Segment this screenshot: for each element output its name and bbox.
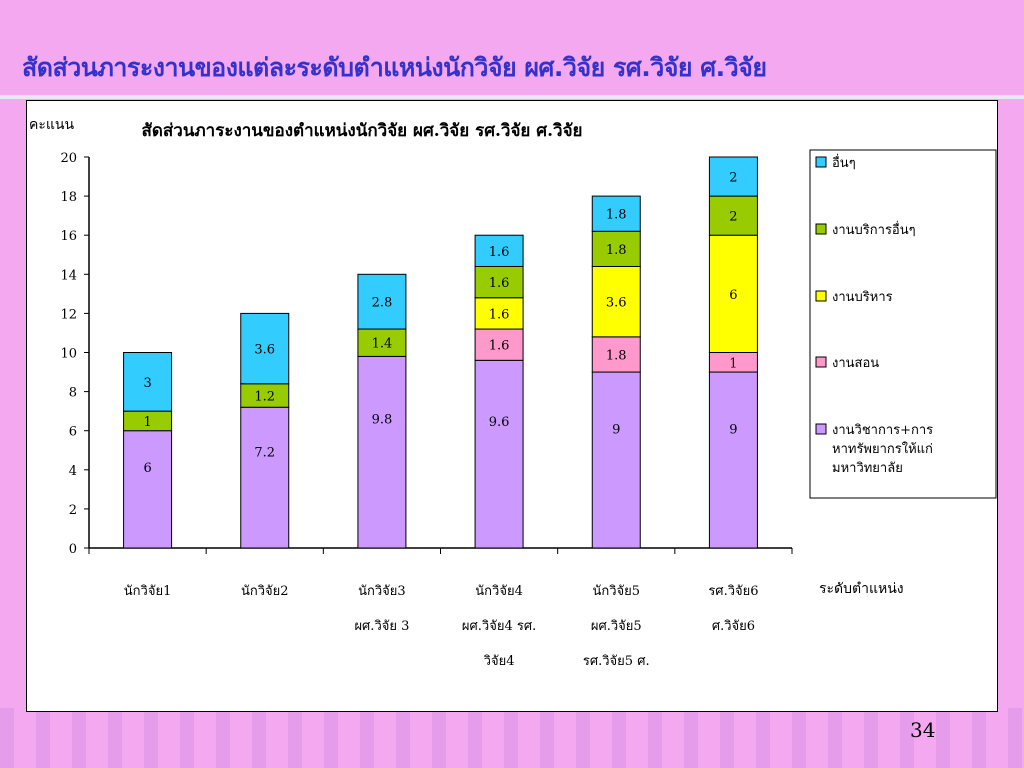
legend-label: งานบริหาร <box>832 290 893 305</box>
bar-segment <box>708 234 758 353</box>
legend-label: หาทรัพยากรให้แก่ <box>832 441 933 457</box>
bar-segment <box>123 430 173 549</box>
x-category-label: นักวิจัย1 <box>124 584 172 599</box>
x-category-label: รศ.วิจัย6 <box>708 584 758 599</box>
bar-value-label: 1.6 <box>489 245 510 260</box>
bar-value-label: 3 <box>143 376 151 391</box>
title-divider <box>0 95 1024 99</box>
y-tick-label: 4 <box>69 464 77 479</box>
x-category-label: นักวิจัย4 <box>475 584 523 599</box>
y-tick-label: 6 <box>69 425 77 440</box>
bar-segment <box>591 195 641 232</box>
bar-segment <box>708 371 758 549</box>
bar-value-label: 7.2 <box>254 446 275 461</box>
x-category-label: นักวิจัย3 <box>358 584 406 599</box>
legend-label: อื่นๆ <box>832 154 856 171</box>
bar-value-label: 6 <box>143 461 151 476</box>
y-tick-label: 14 <box>60 268 77 283</box>
bar-value-label: 9.8 <box>372 412 393 427</box>
bar-value-label: 9.6 <box>489 415 510 430</box>
x-category-label: ผศ.วิจัย 3 <box>354 619 409 634</box>
bar-segment <box>123 352 173 412</box>
legend-swatch <box>815 156 827 168</box>
y-tick-label: 8 <box>69 386 77 401</box>
bar-segment <box>708 195 758 236</box>
bar-value-label: 2.8 <box>372 296 393 311</box>
bar-segment <box>357 273 407 330</box>
y-tick-label: 20 <box>60 151 77 166</box>
bar-value-label: 3.6 <box>606 296 627 311</box>
legend-swatch <box>815 423 827 435</box>
legend-swatch <box>815 223 827 235</box>
bar-segment <box>240 312 290 385</box>
bar-segment <box>474 265 524 299</box>
bar-segment <box>240 406 290 549</box>
bar-segment <box>357 355 407 549</box>
bar-value-label: 1.6 <box>489 307 510 322</box>
x-category-label: นักวิจัย2 <box>241 584 289 599</box>
legend-label: มหาวิทยาลัย <box>832 461 903 476</box>
stacked-bar-chart: สัดส่วนภาระงานของตำแหน่งนักวิจัย ผศ.วิจั… <box>29 117 997 669</box>
bar-value-label: 1.8 <box>606 208 627 223</box>
x-category-label: ผศ.วิจัย4 รศ. <box>462 619 536 634</box>
legend-swatch <box>815 356 827 368</box>
bar-value-label: 9 <box>729 423 737 438</box>
y-tick-label: 10 <box>60 347 77 362</box>
bar-value-label: 6 <box>729 288 737 303</box>
bar-value-label: 1.2 <box>254 390 275 405</box>
legend-swatch <box>815 290 827 302</box>
y-axis-label: คะแนน <box>29 117 74 133</box>
bar-segment <box>708 156 758 197</box>
bar-value-label: 3.6 <box>254 343 275 358</box>
bar-segment <box>474 234 524 267</box>
bar-value-label: 1 <box>143 415 151 430</box>
bar-segment <box>591 336 641 373</box>
bar-value-label: 2 <box>729 210 737 225</box>
bar-value-label: 1 <box>729 356 737 371</box>
bar-value-label: 1.8 <box>606 243 627 258</box>
x-category-label: นักวิจัย5 <box>592 584 640 599</box>
bar-segment <box>474 359 524 549</box>
bar-value-label: 1.6 <box>489 339 510 354</box>
legend-label: งานบริการอื่นๆ <box>832 221 916 238</box>
x-axis-label: ระดับตำแหน่ง <box>819 581 904 597</box>
bar-value-label: 9 <box>612 423 620 438</box>
bar-segment <box>591 265 641 338</box>
bar-value-label: 1.6 <box>489 276 510 291</box>
y-tick-label: 0 <box>69 542 77 557</box>
bar-value-label: 2 <box>729 171 737 186</box>
y-tick-label: 12 <box>60 307 77 322</box>
chart-title: สัดส่วนภาระงานของตำแหน่งนักวิจัย ผศ.วิจั… <box>141 121 582 141</box>
x-category-label: ผศ.วิจัย5 <box>591 619 642 634</box>
x-category-label: รศ.วิจัย5 ศ. <box>583 654 650 669</box>
bar-segment <box>474 328 524 361</box>
bar-value-label: 1.4 <box>372 337 393 352</box>
legend-label: งานวิชาการ+การ <box>832 423 933 438</box>
bar-segment <box>357 328 407 357</box>
y-tick-label: 18 <box>60 190 77 205</box>
y-tick-label: 2 <box>69 503 77 518</box>
x-category-label: วิจัย4 <box>483 654 515 669</box>
legend-box <box>809 149 997 499</box>
page-number: 34 <box>910 718 936 742</box>
legend-label: งานสอน <box>832 356 879 371</box>
chart-frame: สัดส่วนภาระงานของตำแหน่งนักวิจัย ผศ.วิจั… <box>26 100 998 712</box>
background-decoration <box>0 708 1024 768</box>
y-tick-label: 16 <box>60 229 77 244</box>
slide-title: สัดส่วนภาระงานของแต่ละระดับตำแหน่งนักวิจ… <box>22 53 767 82</box>
bar-value-label: 1.8 <box>606 348 627 363</box>
bar-segment <box>474 297 524 330</box>
x-category-label: ศ.วิจัย6 <box>712 619 755 634</box>
bar-segment <box>591 371 641 549</box>
